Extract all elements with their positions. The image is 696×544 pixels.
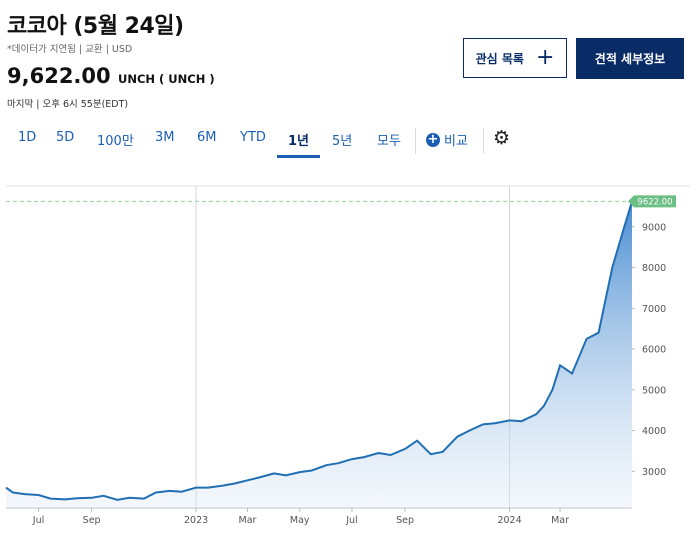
y-tick-label: 5000 xyxy=(642,385,666,396)
compare-label: 비교 xyxy=(444,134,468,149)
price-area xyxy=(6,201,632,508)
y-tick-label: 9000 xyxy=(642,222,666,233)
tab-5y[interactable]: 5년 xyxy=(332,134,353,149)
x-tick-label: Mar xyxy=(239,515,257,526)
tab-ytd[interactable]: YTD xyxy=(240,130,266,145)
details-label: 견적 세부정보 xyxy=(594,52,666,66)
y-tick-label: 7000 xyxy=(642,304,666,315)
price-line xyxy=(5,201,633,501)
x-tick-label: Jul xyxy=(345,515,357,526)
tab-6m[interactable]: 6M xyxy=(197,130,217,145)
y-tick-label: 6000 xyxy=(642,345,666,356)
y-tick-label: 8000 xyxy=(642,263,666,274)
y-tick-label: 4000 xyxy=(642,426,666,437)
tab-1y[interactable]: 1년 xyxy=(288,134,310,149)
last-price: 9,622.00 xyxy=(7,64,111,88)
active-tab-indicator xyxy=(277,155,320,158)
y-tick-label: 3000 xyxy=(642,467,666,478)
x-tick-label: Jul xyxy=(32,515,44,526)
divider xyxy=(483,128,484,154)
gear-icon[interactable]: ⚙ xyxy=(493,127,511,149)
data-source-info: *데이터가 지연됨 | 교환 | USD xyxy=(7,44,133,55)
divider xyxy=(415,128,416,154)
tab-1m[interactable]: 100만 xyxy=(97,134,134,149)
price-change: UNCH ( UNCH ) xyxy=(118,72,215,86)
last-update-time: 마지막 | 오후 6시 55분(EDT) xyxy=(7,99,129,110)
plus-circle-icon: + xyxy=(426,131,440,147)
last-value-tag xyxy=(628,195,676,208)
tab-5d[interactable]: 5D xyxy=(56,130,75,145)
page-title: 코코아 (5월 24일) xyxy=(7,14,184,39)
tab-all[interactable]: 모두 xyxy=(377,134,401,149)
x-tick-label: Sep xyxy=(396,515,414,526)
last-value-label: 9622.00 xyxy=(637,197,672,207)
tab-3m[interactable]: 3M xyxy=(155,130,175,145)
time-range-tabs: 1D 5D 100만 3M 6M YTD 1년 5년 모두 + 비교 ⚙ xyxy=(0,124,696,158)
watchlist-label: 관심 목록 xyxy=(475,51,524,66)
quote-details-button[interactable]: 견적 세부정보 xyxy=(576,38,684,79)
plus-icon: + xyxy=(535,45,555,70)
x-tick-label: Mar xyxy=(551,515,569,526)
x-tick-label: May xyxy=(290,515,310,526)
x-tick-label: Sep xyxy=(83,515,101,526)
x-tick-label: 2023 xyxy=(184,515,208,526)
add-to-watchlist-button[interactable]: 관심 목록 + xyxy=(463,38,567,78)
compare-button[interactable]: + 비교 xyxy=(426,130,468,149)
tab-1d[interactable]: 1D xyxy=(18,130,37,145)
x-tick-label: 2024 xyxy=(497,515,521,526)
